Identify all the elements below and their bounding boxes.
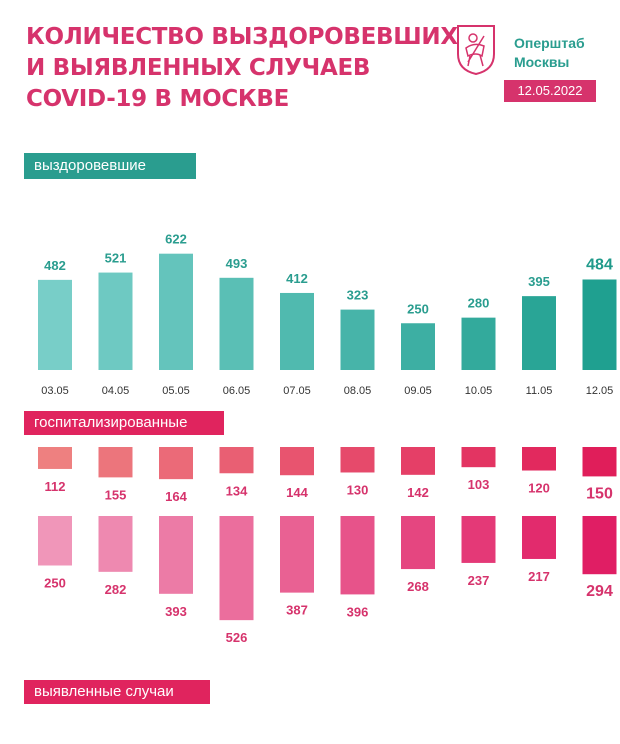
- hospitalized-value-label: 142: [407, 485, 429, 500]
- hospitalized-bar: [340, 447, 375, 473]
- brand-line-2: Москвы: [514, 54, 570, 70]
- hospitalized-bar: [38, 447, 72, 469]
- hospitalized-value-label: 144: [286, 485, 308, 500]
- cases-bar: [461, 516, 496, 563]
- recovered-bar: [280, 292, 314, 370]
- cases-bar: [280, 516, 314, 593]
- cases-value-label: 237: [468, 573, 490, 588]
- hospitalized-value-label: 134: [226, 483, 248, 498]
- recovered-bar: [582, 279, 617, 370]
- brand-line-1: Оперштаб: [514, 35, 585, 51]
- recovered-value-label: 482: [44, 258, 66, 273]
- cases-bar: [38, 516, 72, 566]
- date-tick-label: 10.05: [465, 385, 493, 397]
- recovered-value-label: 280: [468, 296, 490, 311]
- recovered-label: выздоровевшие: [24, 153, 196, 179]
- recovered-value-label: 412: [286, 271, 308, 286]
- hospitalized-bar: [582, 447, 617, 477]
- cases-value-label: 268: [407, 579, 429, 594]
- cases-bar: [159, 516, 193, 594]
- cases-value-label: 217: [528, 569, 550, 584]
- cases-bar: [522, 516, 556, 559]
- recovered-value-label: 521: [105, 251, 127, 266]
- hospitalized-value-label: 150: [586, 485, 613, 502]
- hospitalized-bar: [98, 447, 133, 478]
- recovered-bar: [401, 323, 435, 370]
- moscow-coat-of-arms-icon: [457, 25, 495, 76]
- recovered-bar: [340, 309, 375, 370]
- hospitalized-label: госпитализированные: [24, 411, 224, 435]
- cases-value-label: 282: [105, 582, 127, 597]
- date-tick-label: 05.05: [162, 385, 190, 397]
- date-tick-label: 03.05: [41, 385, 69, 397]
- date-tick-label: 04.05: [102, 385, 130, 397]
- date-tick-label: 09.05: [404, 385, 432, 397]
- recovered-value-label: 323: [347, 288, 369, 303]
- cases-bar: [582, 516, 617, 575]
- recovered-value-label: 250: [407, 301, 429, 316]
- hospitalized-value-label: 155: [105, 487, 127, 502]
- brand-name: Оперштаб Москвы: [514, 34, 585, 72]
- recovered-value-label: 622: [165, 232, 187, 247]
- hospitalized-bar: [280, 447, 314, 476]
- recovered-bar: [461, 317, 496, 370]
- recovered-bar: [219, 277, 254, 370]
- title-line-2: И ВЫЯВЛЕННЫХ СЛУЧАЕВ: [26, 55, 371, 81]
- hospitalized-bar: [461, 447, 496, 468]
- date-tick-label: 08.05: [344, 385, 372, 397]
- cases-value-label: 294: [586, 583, 613, 600]
- recovered-value-label: 395: [528, 274, 550, 289]
- cases-bar: [340, 516, 375, 595]
- cases-bar: [219, 516, 254, 621]
- date-tick-label: 06.05: [223, 385, 251, 397]
- date-tick-label: 12.05: [586, 385, 614, 397]
- recovered-bar: [98, 272, 133, 370]
- recovered-value-label: 493: [226, 256, 248, 271]
- cases-bar: [98, 516, 133, 572]
- cases-value-label: 250: [44, 576, 66, 591]
- recovered-bar: [522, 296, 556, 370]
- title-line-3: COVID-19 В МОСКВЕ: [26, 86, 290, 112]
- cases-bar: [401, 516, 435, 570]
- hospitalized-bar: [522, 447, 556, 471]
- hospitalized-value-label: 120: [528, 481, 550, 496]
- hospitalized-value-label: 164: [165, 489, 187, 504]
- cases-label: выявленные случаи: [24, 680, 210, 704]
- hospitalized-bar: [159, 447, 193, 480]
- recovered-bar: [38, 279, 72, 370]
- date-tick-label: 11.05: [526, 385, 553, 397]
- cases-value-label: 393: [165, 604, 187, 619]
- hospitalized-value-label: 112: [45, 479, 66, 494]
- hospitalized-value-label: 130: [347, 482, 369, 497]
- date-tick-label: 07.05: [283, 385, 311, 397]
- cases-value-label: 387: [286, 603, 308, 618]
- date-badge: 12.05.2022: [504, 80, 596, 102]
- hospitalized-value-label: 103: [468, 477, 490, 492]
- recovered-value-label: 484: [586, 256, 613, 273]
- cases-value-label: 396: [347, 604, 369, 619]
- hospitalized-bar: [219, 447, 254, 474]
- recovered-bar: [159, 253, 193, 370]
- hospitalized-bar: [401, 447, 435, 475]
- cases-value-label: 526: [226, 630, 248, 645]
